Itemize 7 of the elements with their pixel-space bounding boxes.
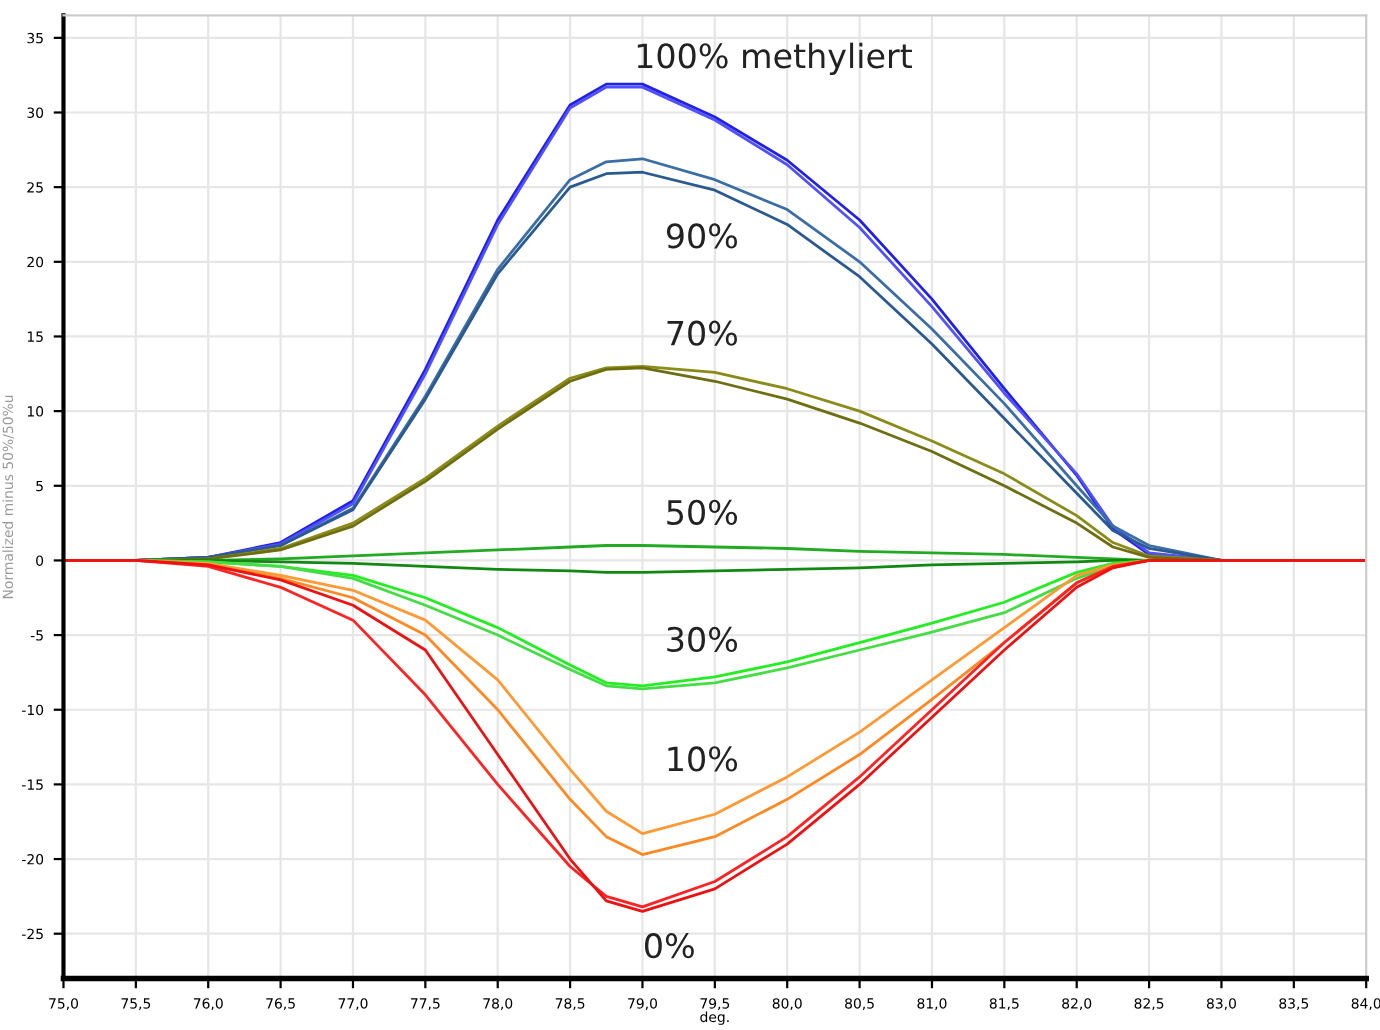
annotation: 100% methyliert [637, 42, 912, 75]
annotation: 10% [668, 746, 738, 772]
annotation: 90% [666, 223, 738, 249]
annotation: 30% [667, 626, 738, 653]
annotation: 0% [645, 933, 694, 959]
annotation: 70% [667, 320, 738, 346]
annotation: 50% [667, 499, 738, 525]
